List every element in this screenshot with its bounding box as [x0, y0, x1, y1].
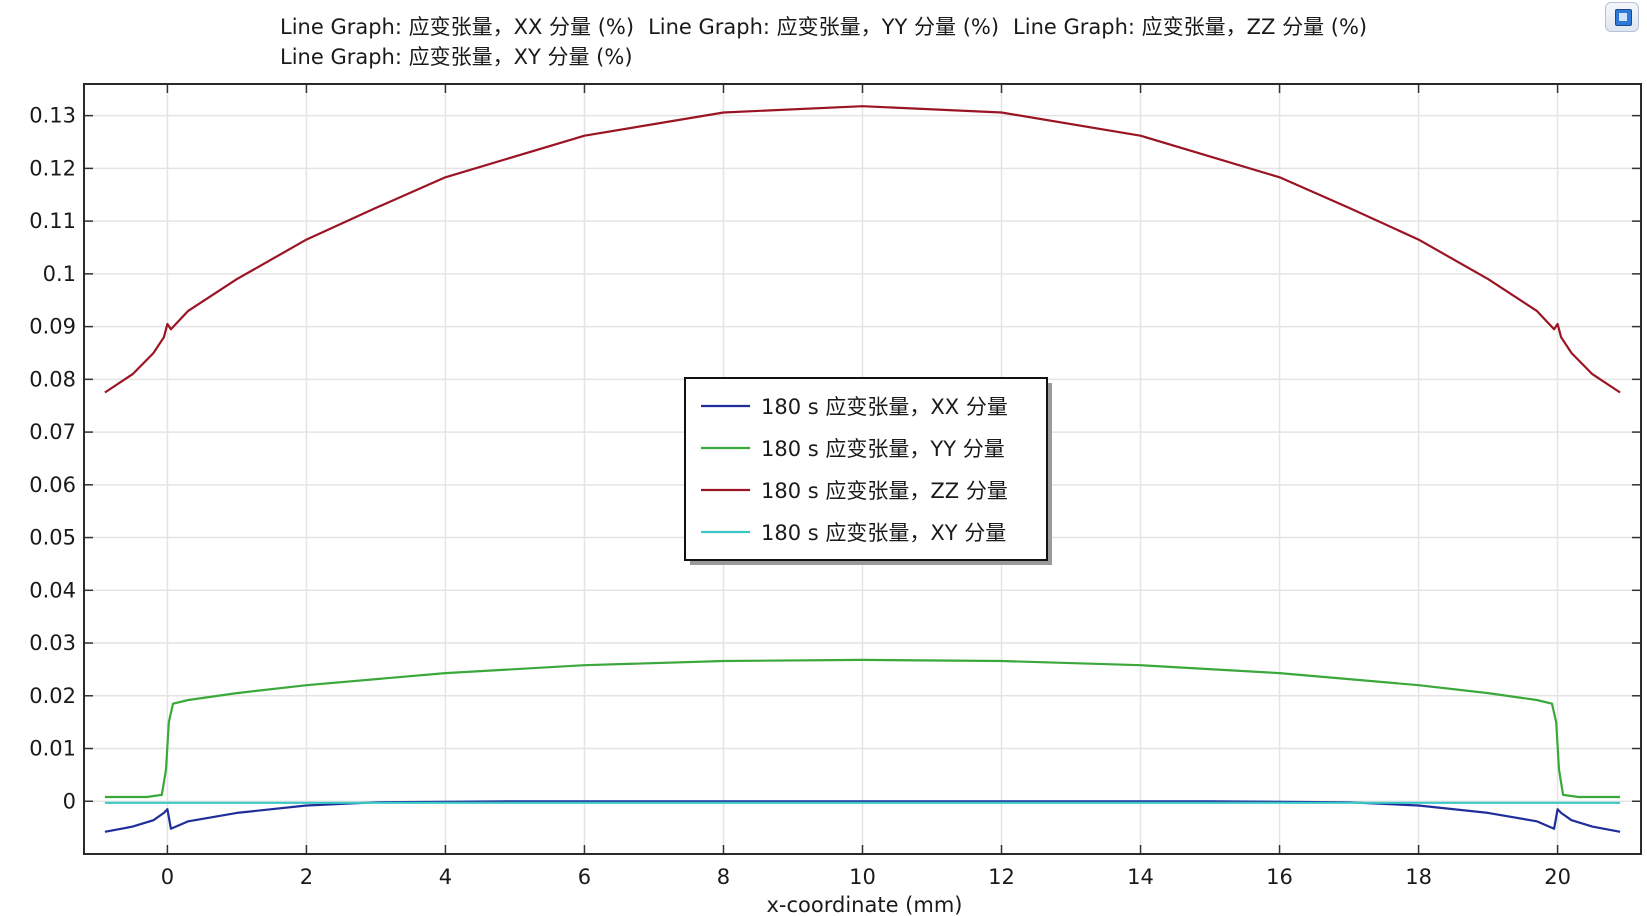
- x-tick-label: 0: [161, 865, 174, 889]
- legend-box: [684, 377, 1048, 561]
- plot-title-block: Line Graph: 应变张量，XX 分量 (%) Line Graph: 应变…: [280, 12, 1381, 72]
- x-tick-label: 14: [1127, 865, 1154, 889]
- x-tick-label: 8: [717, 865, 730, 889]
- series-line-0: [104, 800, 1621, 833]
- y-tick-label: 0.1: [43, 262, 76, 286]
- y-tick-label: 0.04: [29, 578, 76, 602]
- x-tick-label: 4: [439, 865, 452, 889]
- y-tick-label: 0.08: [29, 367, 76, 391]
- legend-label-0: 180 s 应变张量，XX 分量: [761, 395, 1008, 419]
- y-tick-label: 0.03: [29, 631, 76, 655]
- legend-label-2: 180 s 应变张量，ZZ 分量: [761, 479, 1008, 503]
- title-yy: Line Graph: 应变张量，YY 分量 (%): [648, 15, 1000, 39]
- x-tick-label: 6: [578, 865, 591, 889]
- x-tick-label: 12: [988, 865, 1015, 889]
- title-zz: Line Graph: 应变张量，ZZ 分量 (%): [1013, 15, 1368, 39]
- series-line-2: [104, 105, 1621, 394]
- title-line-1: Line Graph: 应变张量，XX 分量 (%) Line Graph: 应变…: [280, 12, 1381, 42]
- x-tick-label: 16: [1266, 865, 1293, 889]
- x-tick-label: 18: [1405, 865, 1432, 889]
- title-xy: Line Graph: 应变张量，XY 分量 (%): [280, 45, 633, 69]
- y-tick-label: 0.11: [29, 209, 76, 233]
- y-tick-label: 0.13: [29, 104, 76, 128]
- plot-frame: [83, 83, 1642, 855]
- window-corner-button[interactable]: [1605, 2, 1639, 32]
- y-tick-label: 0: [63, 789, 76, 813]
- y-tick-label: 0.01: [29, 737, 76, 761]
- y-tick-label: 0.12: [29, 156, 76, 180]
- x-axis-label: x-coordinate (mm): [767, 893, 963, 916]
- y-tick-label: 0.07: [29, 420, 76, 444]
- window-icon: [1615, 9, 1632, 26]
- y-tick-label: 0.02: [29, 684, 76, 708]
- y-tick-label: 0.05: [29, 526, 76, 550]
- title-line-2: Line Graph: 应变张量，XY 分量 (%): [280, 42, 1381, 72]
- x-tick-label: 2: [300, 865, 313, 889]
- y-tick-label: 0.06: [29, 473, 76, 497]
- series-line-1: [104, 658, 1621, 799]
- title-xx: Line Graph: 应变张量，XX 分量 (%): [280, 15, 635, 39]
- legend-label-3: 180 s 应变张量，XY 分量: [761, 521, 1006, 545]
- x-tick-label: 20: [1544, 865, 1571, 889]
- legend-label-1: 180 s 应变张量，YY 分量: [761, 437, 1005, 461]
- legend: 180 s 应变张量，XX 分量 180 s 应变张量，YY 分量 180 s 应变…: [684, 377, 1052, 565]
- x-tick-label: 10: [849, 865, 876, 889]
- y-tick-label: 0.09: [29, 315, 76, 339]
